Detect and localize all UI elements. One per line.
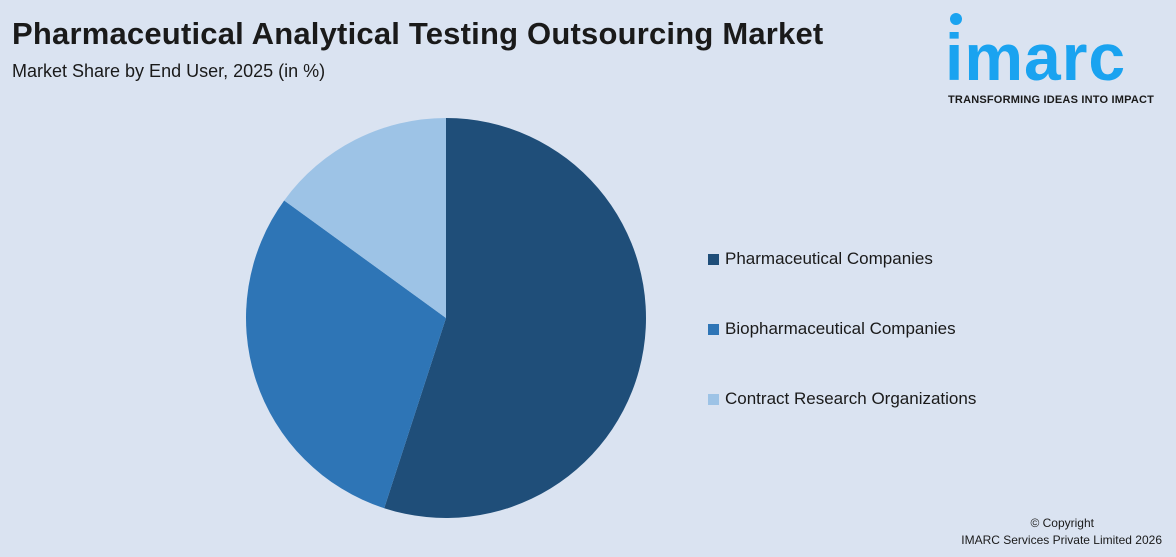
legend-label: Contract Research Organizations (725, 389, 977, 408)
pie-slice-contract-research-organizations (284, 118, 446, 318)
copyright: © Copyright (1030, 516, 1094, 530)
legend-swatch (708, 323, 719, 335)
legend-swatch (708, 253, 719, 265)
legend-label: Pharmaceutical Companies (725, 249, 933, 268)
legend-item: Contract Research Organizations (708, 364, 976, 434)
legend-swatch (708, 393, 719, 405)
imarc-logo: imarc TRANSFORMING IDEAS INTO IMPACT (945, 10, 1170, 110)
pie-slice-pharmaceutical-companies (384, 118, 646, 518)
company-name: IMARC Services Private Limited 2026 (961, 533, 1162, 547)
legend: Pharmaceutical Companies Biopharmaceutica… (708, 224, 976, 434)
logo-word: imarc (945, 20, 1127, 94)
chart-subtitle: Market Share by End User, 2025 (in %) (12, 61, 326, 81)
logo-tagline: TRANSFORMING IDEAS INTO IMPACT (948, 94, 1155, 106)
legend-item: Pharmaceutical Companies (708, 224, 976, 294)
logo-dot (950, 13, 962, 25)
pie-slice-biopharmaceutical-companies (245, 200, 446, 509)
legend-item: Biopharmaceutical Companies (708, 294, 976, 364)
chart-title: Pharmaceutical Analytical Testing Outsou… (12, 16, 824, 51)
legend-label: Biopharmaceutical Companies (725, 319, 956, 338)
